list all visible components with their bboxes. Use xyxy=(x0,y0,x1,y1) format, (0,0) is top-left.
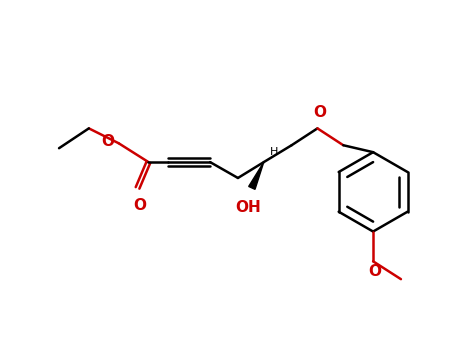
Text: O: O xyxy=(133,198,146,213)
Text: O: O xyxy=(369,264,382,279)
Polygon shape xyxy=(249,162,264,189)
Text: OH: OH xyxy=(235,200,261,215)
Text: H: H xyxy=(270,147,278,157)
Text: O: O xyxy=(313,105,326,120)
Text: O: O xyxy=(102,134,115,149)
